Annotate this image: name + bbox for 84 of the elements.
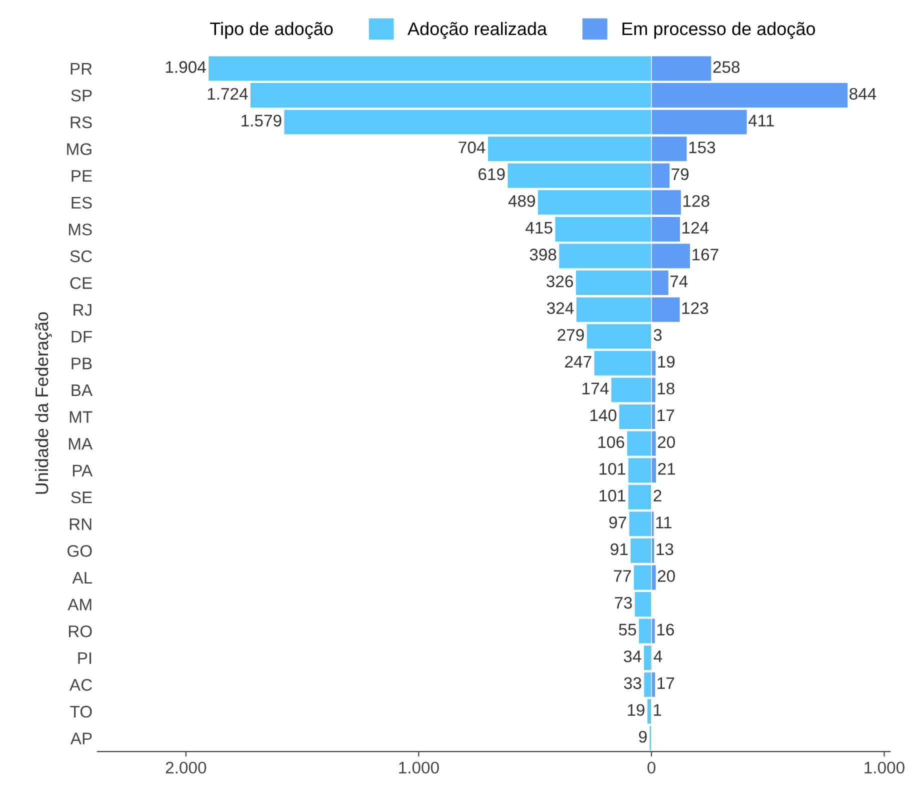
- y-tick-label: SP: [71, 90, 92, 102]
- data-label: 398: [530, 248, 556, 260]
- y-tick-label: PI: [78, 652, 92, 664]
- data-label: 1: [654, 704, 662, 716]
- y-tick-label: RO: [68, 625, 92, 638]
- y-tick-label: SC: [70, 250, 92, 262]
- data-label: 140: [590, 409, 616, 422]
- data-label: 34: [624, 650, 642, 662]
- data-label: 411: [748, 114, 774, 126]
- data-label: 153: [689, 142, 716, 154]
- x-tick-label: 0: [647, 762, 656, 774]
- data-label: 1.724: [208, 88, 248, 100]
- y-tick-label: AP: [70, 732, 92, 744]
- y-tick-label: TO: [70, 706, 92, 718]
- data-label: 1.579: [242, 114, 282, 127]
- data-label: 124: [682, 222, 709, 234]
- data-label: 258: [713, 61, 740, 73]
- y-tick-label: MG: [67, 143, 92, 156]
- data-label: 21: [658, 462, 676, 475]
- y-tick-label: AC: [69, 679, 92, 691]
- data-label: 20: [658, 436, 675, 448]
- data-label: 13: [656, 543, 674, 556]
- data-label: 4: [654, 650, 662, 662]
- y-axis-title: Unidade da Federação: [34, 312, 52, 494]
- data-label: 489: [508, 195, 535, 207]
- data-label: 123: [682, 302, 708, 314]
- y-tick-label: PR: [70, 63, 92, 75]
- y-tick-label: ES: [72, 196, 92, 209]
- data-label: 91: [610, 543, 628, 556]
- data-label: 3: [654, 329, 662, 341]
- legend-label: Em processo de adoção: [622, 22, 816, 39]
- data-label: 101: [600, 462, 626, 475]
- y-tick-label: MT: [70, 411, 92, 423]
- y-tick-label: AL: [72, 572, 92, 584]
- y-tick-label: MS: [68, 224, 92, 236]
- data-label: 101: [600, 490, 626, 502]
- data-label: 324: [547, 302, 574, 314]
- x-tick-label: 1.000: [399, 762, 439, 774]
- data-label: 106: [598, 436, 624, 448]
- data-label: 279: [558, 329, 584, 341]
- y-tick-label: RJ: [74, 304, 92, 316]
- data-label: 19: [658, 356, 675, 368]
- y-tick-label: PE: [72, 170, 92, 182]
- y-tick-label: CE: [70, 277, 92, 289]
- data-label: 73: [614, 596, 632, 609]
- data-label: 33: [624, 677, 642, 690]
- data-label: 415: [526, 222, 552, 234]
- y-tick-label: PB: [72, 358, 92, 370]
- data-label: 11: [656, 516, 672, 528]
- legend-label: Adoção realizada: [408, 22, 548, 39]
- data-label: 20: [658, 570, 675, 582]
- y-tick-label: RN: [70, 518, 92, 530]
- data-label: 9: [639, 730, 647, 743]
- data-label: 55: [618, 624, 636, 636]
- data-label: 17: [658, 677, 674, 689]
- data-label: 326: [546, 275, 573, 288]
- data-label: 174: [582, 382, 609, 394]
- data-label: 247: [565, 356, 592, 368]
- y-tick-label: MA: [68, 438, 93, 450]
- y-tick-label: RS: [70, 116, 92, 128]
- data-label: 844: [850, 88, 876, 100]
- data-label: 128: [683, 195, 710, 207]
- data-label: 97: [609, 516, 626, 528]
- data-label: 167: [692, 248, 718, 260]
- data-label: 77: [614, 570, 631, 582]
- data-label: 17: [658, 410, 674, 422]
- x-tick-label: 2.000: [166, 762, 206, 774]
- y-tick-label: AM: [68, 598, 92, 610]
- y-tick-label: BA: [72, 384, 93, 396]
- data-label: 79: [672, 168, 689, 180]
- data-label: 74: [670, 276, 688, 288]
- y-tick-label: SE: [71, 491, 92, 504]
- data-label: 18: [658, 382, 674, 394]
- y-tick-label: GO: [68, 545, 92, 557]
- y-tick-label: PA: [72, 464, 93, 476]
- data-label: 19: [628, 704, 644, 716]
- data-label: 619: [478, 168, 505, 180]
- x-tick-label: 1.000: [864, 762, 904, 774]
- data-label: 16: [657, 624, 674, 636]
- data-label: 1.904: [166, 61, 206, 73]
- data-label: 704: [458, 142, 486, 154]
- legend-title: Tipo de adoção: [210, 22, 333, 39]
- data-label: 2: [654, 490, 662, 502]
- y-tick-label: DF: [72, 330, 92, 342]
